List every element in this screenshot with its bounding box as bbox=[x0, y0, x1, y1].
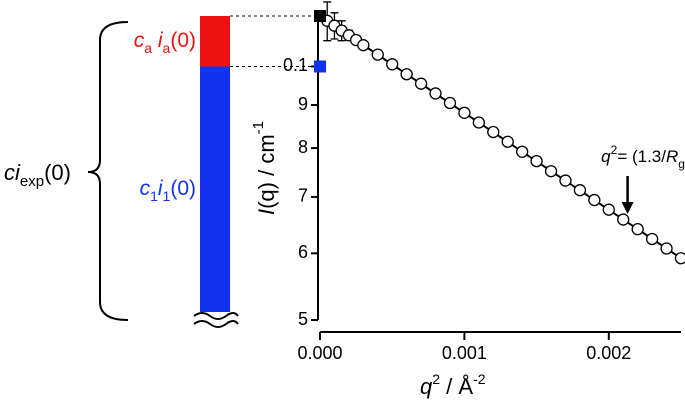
data-point bbox=[674, 252, 685, 265]
total-label-part: exp bbox=[20, 173, 44, 190]
total-label-part: ci bbox=[4, 160, 21, 185]
y-tick-label: 9 bbox=[298, 94, 308, 114]
data-point bbox=[660, 242, 673, 255]
x-axis-title: q2 / Å-2 bbox=[420, 371, 486, 399]
x-axis-title-part: -2 bbox=[473, 371, 486, 387]
bar-label-part: c bbox=[140, 177, 151, 200]
bar-segment bbox=[200, 66, 230, 312]
data-point bbox=[443, 96, 457, 110]
y-axis-title-part: I bbox=[254, 209, 279, 215]
x-tick-label: 0.001 bbox=[442, 343, 487, 363]
annotation-text-part: R bbox=[666, 147, 678, 166]
bar-label: c1i1(0) bbox=[140, 177, 196, 204]
axis-break bbox=[193, 312, 239, 328]
data-point bbox=[631, 222, 644, 236]
bar-label-part: 1 bbox=[150, 188, 158, 204]
bar-label-part: i bbox=[152, 29, 164, 52]
data-point bbox=[544, 165, 558, 178]
data-point bbox=[357, 39, 370, 52]
y-tick-label: 5 bbox=[298, 309, 308, 329]
intercept-point bbox=[314, 60, 326, 73]
data-point bbox=[602, 203, 615, 216]
annotation-text-part: 2 bbox=[611, 143, 618, 157]
x-tick-label: 0.002 bbox=[586, 343, 631, 363]
data-point bbox=[472, 116, 485, 129]
data-point bbox=[487, 125, 500, 139]
data-point bbox=[386, 58, 399, 71]
bar-label-part: (0) bbox=[170, 29, 196, 52]
data-point bbox=[458, 106, 471, 119]
y-axis-title-part: -1 bbox=[250, 121, 267, 134]
y-axis-title: I(q) / cm-1 bbox=[250, 121, 278, 215]
bar-label-part: i bbox=[158, 177, 164, 200]
bar-segment bbox=[200, 16, 230, 67]
data-point bbox=[371, 48, 384, 61]
y-tick-label: 0.1 bbox=[283, 55, 308, 75]
data-point bbox=[516, 145, 529, 158]
y-tick-label: 6 bbox=[298, 242, 308, 262]
annotation-text-part: ge bbox=[678, 157, 685, 171]
x-axis-title-part: / Å bbox=[440, 374, 473, 399]
data-point bbox=[559, 174, 572, 187]
total-label-part: (0) bbox=[44, 160, 71, 185]
total-label: ciexp(0) bbox=[4, 160, 71, 191]
bar-label-part: a bbox=[163, 40, 171, 56]
bar-label: ca ia(0) bbox=[134, 29, 196, 56]
brace bbox=[87, 21, 129, 321]
bar-label-part: (0) bbox=[170, 177, 196, 200]
data-point bbox=[414, 77, 428, 90]
data-point bbox=[429, 87, 442, 100]
data-point bbox=[530, 154, 543, 168]
annotation-text-part: = (1.3/ bbox=[617, 147, 666, 166]
bar-label-part: a bbox=[144, 40, 152, 56]
x-axis-title-part: q bbox=[420, 374, 433, 399]
x-tick-label: 0.000 bbox=[297, 343, 342, 363]
annotation-text-part: q bbox=[601, 147, 611, 166]
data-point bbox=[617, 213, 630, 226]
annotation-text: q2= (1.3/Rge)2 bbox=[601, 143, 685, 171]
data-point bbox=[588, 193, 601, 207]
y-tick-label: 8 bbox=[298, 137, 308, 157]
data-point bbox=[501, 135, 514, 148]
intercept-point bbox=[314, 10, 326, 22]
data-point bbox=[645, 232, 659, 246]
y-axis-title-part: (q) / cm bbox=[254, 134, 279, 209]
data-point bbox=[573, 184, 587, 197]
data-point bbox=[400, 68, 413, 81]
annotation-arrowhead bbox=[621, 202, 634, 214]
bar-label-part: 1 bbox=[163, 188, 171, 204]
bar-label-part: c bbox=[134, 29, 145, 52]
y-tick-label: 7 bbox=[298, 186, 308, 206]
x-axis-title-part: 2 bbox=[432, 371, 440, 387]
